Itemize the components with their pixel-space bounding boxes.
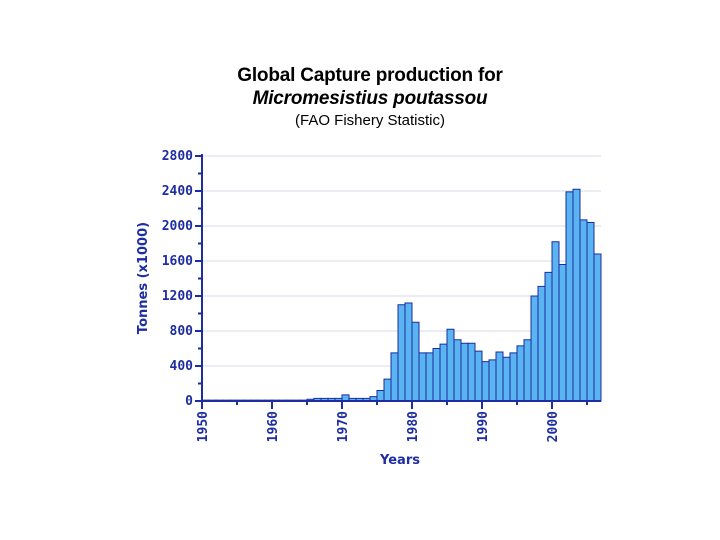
- bar-1988: [467, 342, 476, 402]
- bar-1998: [537, 285, 546, 402]
- bar-1991: [488, 359, 497, 402]
- bar-1985: [446, 328, 455, 402]
- y-tick-label: 0: [185, 394, 193, 409]
- bar-2000: [551, 241, 560, 402]
- bar-1981: [418, 352, 427, 402]
- bar-1995: [516, 345, 525, 402]
- bar-1994: [509, 352, 518, 402]
- chart-title-block: Global Capture production for Micromesis…: [0, 64, 720, 132]
- bar-1984: [439, 343, 448, 402]
- bar-1999: [544, 271, 553, 402]
- y-axis-label: Tonnes (x1000): [136, 222, 151, 334]
- y-tick-label: 2800: [162, 149, 193, 164]
- bar-1975: [376, 390, 385, 402]
- y-tick-label: 1200: [162, 289, 193, 304]
- chart-title-species: Micromesistius poutassou: [252, 88, 488, 109]
- x-tick-label: 2000: [546, 411, 561, 442]
- bar-1992: [495, 351, 504, 402]
- bar-1993: [502, 356, 511, 402]
- bar-1979: [404, 302, 413, 402]
- bar-2003: [572, 188, 581, 402]
- bar-2006: [593, 253, 602, 402]
- y-tick-label: 1600: [162, 254, 193, 269]
- bar-1982: [425, 352, 434, 402]
- axes: [195, 154, 601, 409]
- bar-1983: [432, 348, 441, 402]
- x-axis-label: Years: [379, 453, 420, 468]
- bar-2004: [579, 219, 588, 402]
- bar-2001: [558, 264, 567, 402]
- x-tick-label: 1990: [476, 411, 491, 442]
- bar-2005: [586, 222, 595, 402]
- bar-1986: [453, 339, 462, 402]
- y-tick-label: 400: [170, 359, 194, 374]
- bars: [201, 188, 602, 402]
- bar-1978: [397, 304, 406, 402]
- chart-title: Global Capture production for: [237, 65, 503, 86]
- tick-labels: 0 400 800 1200 1600 2000 2400 2800 1950 1960 1970 1…: [162, 149, 561, 442]
- y-tick-label: 800: [170, 324, 194, 339]
- bar-1980: [411, 321, 420, 402]
- bar-1997: [530, 295, 539, 402]
- x-tick-label: 1950: [196, 411, 211, 442]
- bar-1976: [383, 378, 392, 402]
- bar-1996: [523, 339, 532, 402]
- bar-2002: [565, 191, 574, 402]
- x-tick-label: 1980: [406, 411, 421, 442]
- bar-1990: [481, 361, 490, 402]
- bar-1989: [474, 350, 483, 402]
- bar-1977: [390, 352, 399, 402]
- y-tick-label: 2400: [162, 184, 193, 199]
- bar-1987: [460, 342, 469, 402]
- x-tick-label: 1970: [336, 411, 351, 442]
- y-tick-label: 2000: [162, 219, 193, 234]
- x-tick-label: 1960: [266, 411, 281, 442]
- chart-subtitle: (FAO Fishery Statistic): [294, 112, 446, 129]
